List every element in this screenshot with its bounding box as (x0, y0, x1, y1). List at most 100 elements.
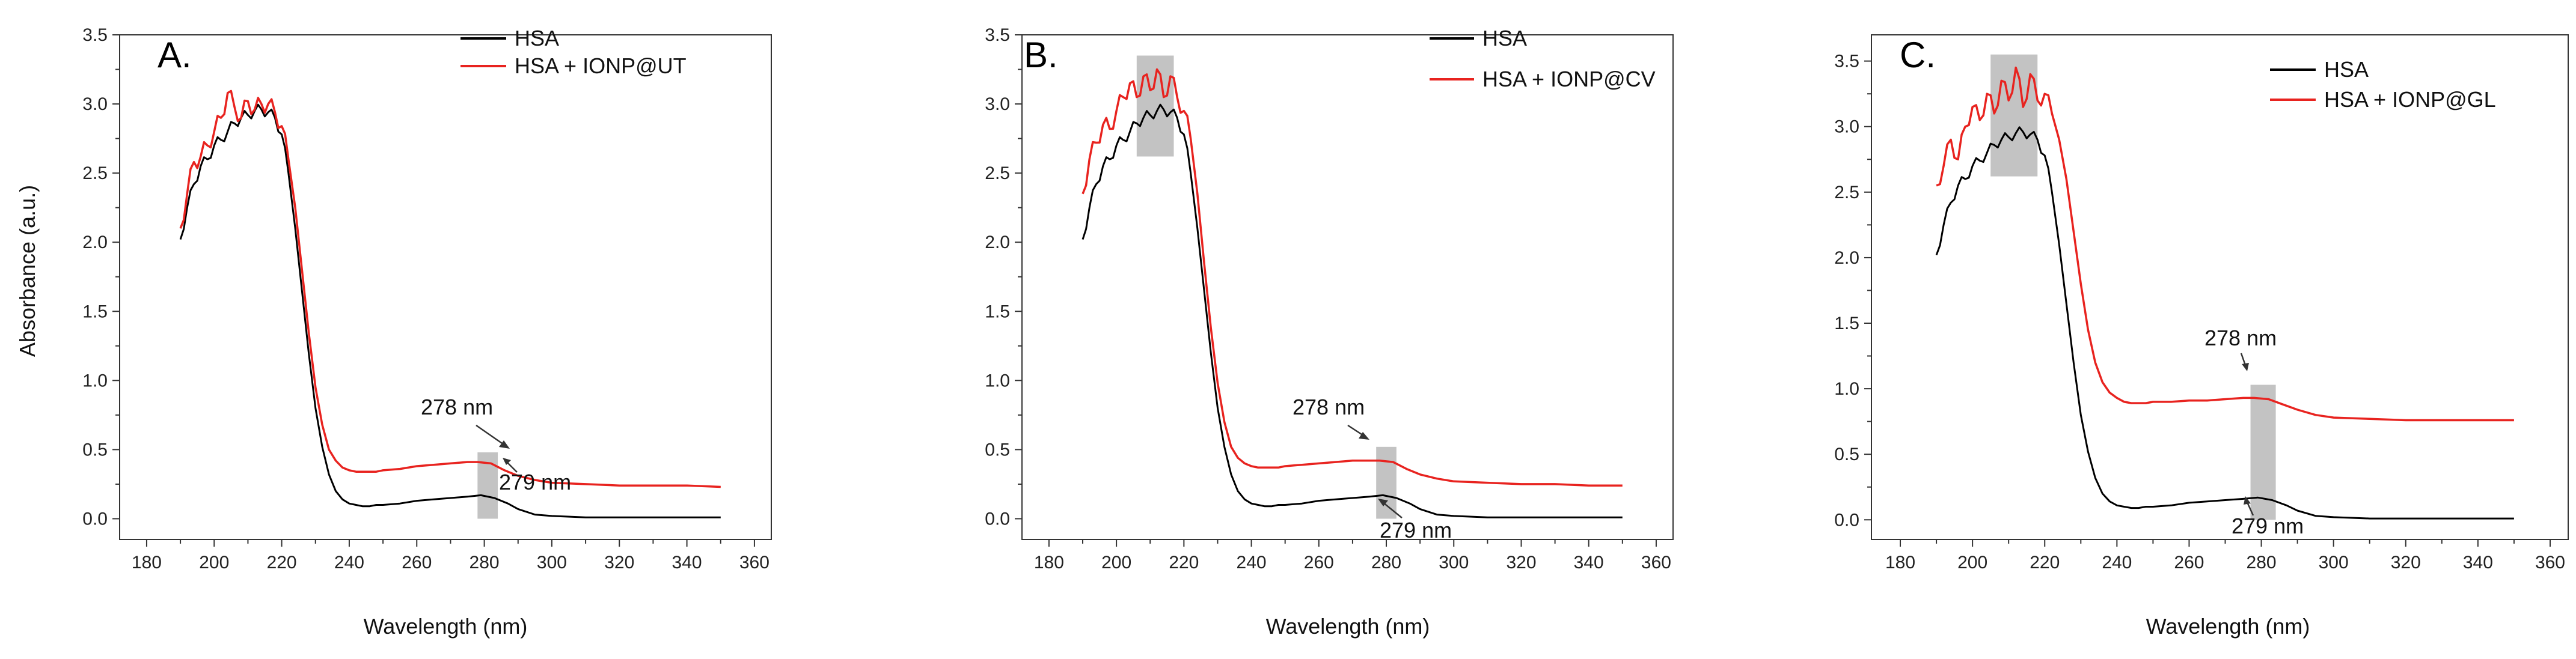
x-tick-label-220: 220 (2030, 553, 2060, 572)
annotation-279nm: 279 nm (2232, 496, 2304, 538)
y-tick-label-0: 0.0 (1834, 510, 1859, 530)
series-line-ionp (1936, 66, 2514, 422)
series-line-hsa (1935, 126, 2514, 520)
x-tick-label-220: 220 (267, 553, 297, 572)
annotation-279nm-arrow (2246, 502, 2254, 516)
x-tick-label-260: 260 (2174, 553, 2204, 572)
legend-label-hsa: HSA (1482, 26, 1527, 50)
x-tick-label-180: 180 (1034, 553, 1064, 572)
x-axis-title: Wavelength (nm) (364, 614, 528, 639)
x-tick-label-280: 280 (1371, 553, 1401, 572)
legend-label-hsa: HSA (2324, 57, 2369, 82)
x-tick-label-200: 200 (1957, 553, 1987, 572)
x-tick-label-300: 300 (537, 553, 567, 572)
y-tick-label-2.5: 2.5 (985, 163, 1010, 183)
x-tick-label-360: 360 (1641, 553, 1671, 572)
annotation-279nm-arrowhead (1378, 499, 1388, 506)
panel-c: 180 200 220 240 260 280 300 320 340 360 0.0 0.5 1.0 1… (1834, 34, 2569, 639)
y-tick-label-2: 2.0 (985, 232, 1010, 252)
annotation-279nm-label: 279 nm (499, 470, 571, 494)
y-tick-label-1.5: 1.5 (985, 302, 1010, 321)
annotation-279nm-label: 279 nm (2232, 514, 2304, 538)
y-tick-label-2: 2.0 (1834, 248, 1859, 268)
x-axis-title: Wavelength (nm) (1266, 614, 1430, 639)
legend-label-ionp: HSA + IONP@CV (1482, 67, 1656, 91)
x-tick-label-180: 180 (1885, 553, 1915, 572)
series-line-hsa (1081, 103, 1623, 518)
annotation-278nm-label: 278 nm (2204, 326, 2277, 350)
highlight-band-1 (1376, 446, 1397, 519)
y-tick-label-0: 0.0 (985, 509, 1010, 529)
x-tick-label-340: 340 (2463, 553, 2493, 572)
x-tick-label-320: 320 (2391, 553, 2421, 572)
y-tick-label-3: 3.0 (1834, 117, 1859, 137)
y-tick-label-0.5: 0.5 (985, 440, 1010, 460)
y-tick-label-3.5: 3.5 (82, 25, 108, 45)
x-tick-label-240: 240 (2102, 553, 2132, 572)
series-line-hsa (179, 103, 721, 518)
annotation-278nm-arrowhead (2242, 363, 2249, 371)
x-tick-label-260: 260 (1304, 553, 1334, 572)
annotation-279nm: 279 nm (499, 458, 571, 494)
plot-frame (1021, 34, 1674, 540)
legend: HSA HSA + IONP@CV (1430, 26, 1656, 91)
y-tick-label-3: 3.0 (82, 94, 108, 114)
panel-a: 180 200 220 240 260 280 300 320 340 360 0.0 0.5 1.0 1… (15, 25, 772, 639)
annotation-278nm: 278 nm (421, 395, 510, 449)
panel-label: C. (1900, 35, 1936, 75)
annotation-278nm-label: 278 nm (1293, 395, 1365, 419)
y-tick-label-3.5: 3.5 (985, 25, 1010, 45)
y-tick-label-1: 1.0 (985, 371, 1010, 390)
annotation-278nm-arrow (2240, 353, 2247, 366)
annotation-279nm: 279 nm (1378, 499, 1452, 542)
x-tick-label-300: 300 (2319, 553, 2349, 572)
legend: HSA HSA + IONP@UT (460, 26, 687, 78)
x-tick-label-180: 180 (132, 553, 162, 572)
y-tick-label-3: 3.0 (985, 94, 1010, 114)
y-tick-label-1.5: 1.5 (1834, 314, 1859, 333)
panel-b: 180 200 220 240 260 280 300 320 340 360 0.0 0.5 1.0 1… (985, 25, 1674, 639)
y-tick-label-0.5: 0.5 (82, 440, 108, 460)
x-tick-label-340: 340 (1574, 553, 1604, 572)
plot-frame (119, 34, 772, 540)
legend: HSA HSA + IONP@GL (2270, 57, 2496, 112)
y-tick-label-1: 1.0 (82, 371, 108, 390)
y-tick-label-1.5: 1.5 (82, 302, 108, 321)
x-tick-label-340: 340 (672, 553, 702, 572)
x-axis-title: Wavelength (nm) (2146, 614, 2310, 639)
annotation-278nm-arrowhead (1359, 432, 1369, 440)
x-tick-label-220: 220 (1169, 553, 1199, 572)
panel-label: A. (158, 35, 192, 75)
x-tick-label-360: 360 (739, 553, 769, 572)
x-tick-label-240: 240 (1237, 553, 1267, 572)
annotation-279nm-arrowhead (2244, 496, 2251, 505)
annotation-278nm-arrow (476, 424, 504, 446)
annotation-278nm-arrow (1347, 424, 1364, 437)
x-tick-label-200: 200 (199, 553, 229, 572)
y-tick-label-3.5: 3.5 (1834, 52, 1859, 71)
y-tick-label-1: 1.0 (1834, 379, 1859, 399)
panel-label: B. (1024, 35, 1058, 75)
x-tick-label-280: 280 (470, 553, 500, 572)
y-tick-label-0.5: 0.5 (1834, 445, 1859, 464)
x-tick-label-200: 200 (1101, 553, 1131, 572)
plot-frame (1871, 34, 2569, 540)
annotation-279nm-arrow (1382, 502, 1403, 518)
legend-label-hsa: HSA (515, 26, 559, 50)
series-line-ionp (1081, 68, 1623, 487)
y-tick-label-2.5: 2.5 (82, 163, 108, 183)
legend-label-ionp: HSA + IONP@UT (515, 53, 687, 78)
annotation-279nm-arrowhead (503, 458, 511, 465)
y-tick-label-0: 0.0 (82, 509, 108, 529)
annotation-279nm-label: 279 nm (1380, 518, 1452, 542)
x-tick-label-320: 320 (1506, 553, 1536, 572)
annotation-278nm-label: 278 nm (421, 395, 493, 419)
y-tick-label-2: 2.0 (82, 232, 108, 252)
annotation-278nm: 278 nm (2204, 326, 2277, 371)
annotation-278nm: 278 nm (1293, 395, 1369, 440)
y-axis-title: Absorbance (a.u.) (15, 185, 40, 357)
x-tick-label-320: 320 (604, 553, 634, 572)
x-tick-label-360: 360 (2535, 553, 2565, 572)
